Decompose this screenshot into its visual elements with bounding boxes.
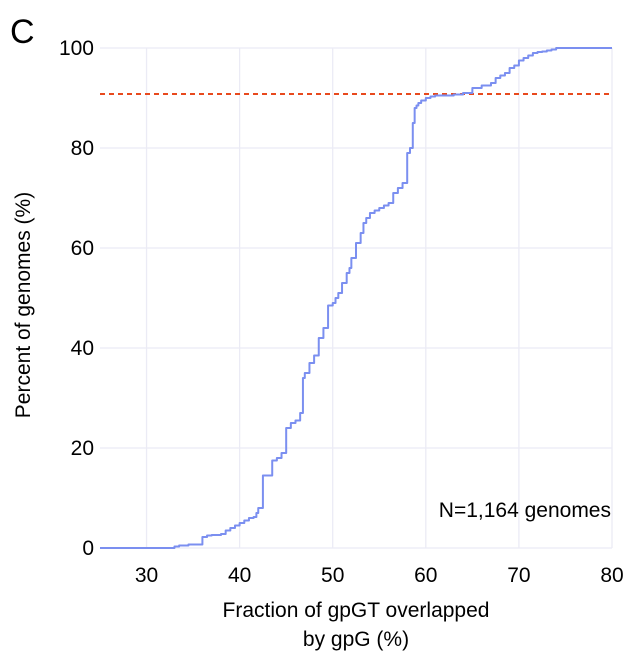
y-tick-label: 20 xyxy=(71,437,94,460)
x-tick-label: 60 xyxy=(414,564,437,587)
panel-label: C xyxy=(10,13,35,51)
x-tick-label: 70 xyxy=(507,564,530,587)
genome-count-annotation: N=1,164 genomes xyxy=(439,499,611,522)
cdf-series-line xyxy=(100,47,612,549)
y-axis-ticks: 0 20 40 60 80 100 xyxy=(59,37,94,560)
x-tick-label: 50 xyxy=(321,564,344,587)
x-axis-ticks: 30 40 50 60 70 80 xyxy=(135,564,624,587)
y-tick-label: 0 xyxy=(82,537,94,560)
x-tick-label: 30 xyxy=(135,564,158,587)
grid xyxy=(100,47,613,549)
x-axis-title-line-1: Fraction of gpGT overlapped xyxy=(223,599,490,622)
y-axis-title: Percent of genomes (%) xyxy=(12,192,35,418)
y-tick-label: 60 xyxy=(71,237,94,260)
x-tick-label: 40 xyxy=(228,564,251,587)
x-axis-title-line-2: by gpG (%) xyxy=(303,628,409,651)
x-tick-label: 80 xyxy=(600,564,623,587)
y-tick-label: 80 xyxy=(71,137,94,160)
y-tick-label: 100 xyxy=(59,37,94,60)
y-tick-label: 40 xyxy=(71,337,94,360)
